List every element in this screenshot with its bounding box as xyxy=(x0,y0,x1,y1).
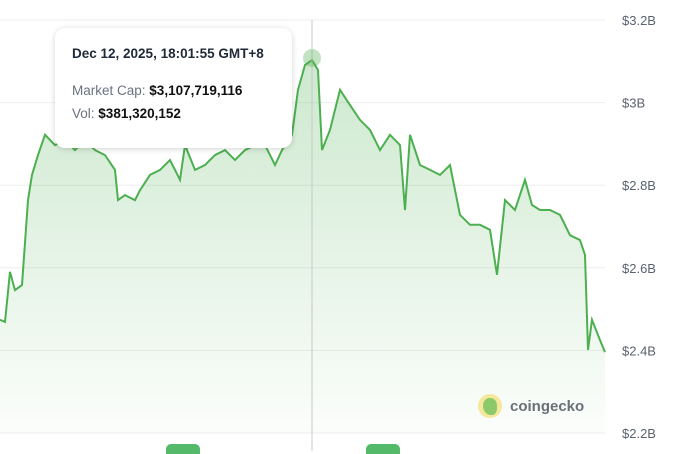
y-tick-label: $3B xyxy=(622,96,645,111)
market-cap-label: Market Cap: xyxy=(72,83,146,98)
coingecko-watermark: coingecko xyxy=(478,394,584,418)
event-marker[interactable] xyxy=(366,444,400,454)
vol-value: $381,320,152 xyxy=(98,106,181,121)
market-cap-value: $3,107,719,116 xyxy=(149,83,243,98)
y-tick-label: $3.2B xyxy=(622,13,656,28)
watermark-text: coingecko xyxy=(510,397,585,415)
gecko-logo-icon xyxy=(478,394,502,418)
y-tick-label: $2.6B xyxy=(622,261,656,276)
y-tick-label: $2.4B xyxy=(622,343,656,358)
hover-point xyxy=(303,48,321,67)
tooltip: Dec 12, 2025, 18:01:55 GMT+8 Market Cap:… xyxy=(55,28,292,148)
tooltip-date: Dec 12, 2025, 18:01:55 GMT+8 xyxy=(72,46,264,61)
event-marker[interactable] xyxy=(166,444,200,454)
y-tick-label: $2.8B xyxy=(622,178,656,193)
area-fill xyxy=(0,60,605,433)
y-tick-label: $2.2B xyxy=(622,426,656,441)
vol-label: Vol: xyxy=(72,106,95,121)
